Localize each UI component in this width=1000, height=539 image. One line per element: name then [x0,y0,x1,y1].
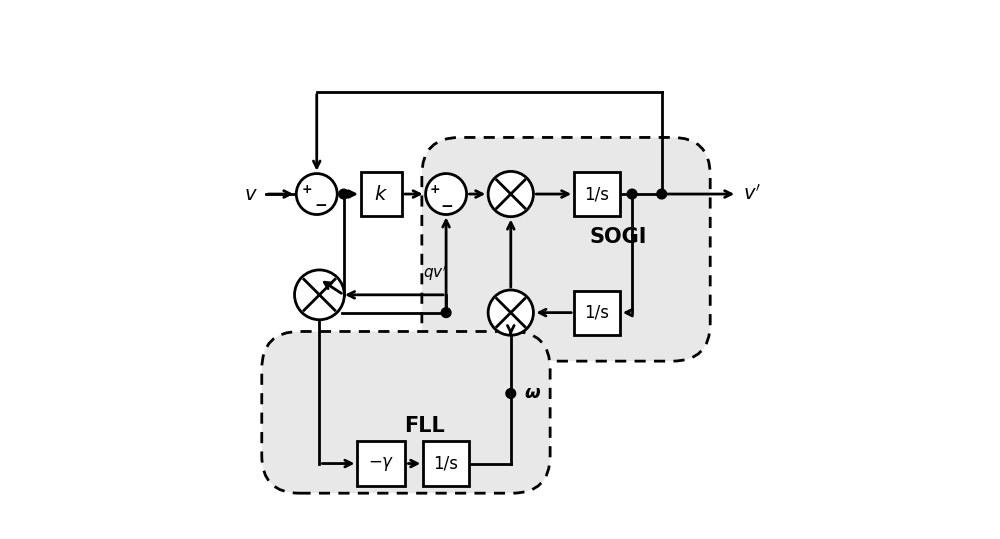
Text: $v$: $v$ [244,184,257,204]
Circle shape [627,189,637,199]
Text: −: − [314,198,327,213]
Text: $-\gamma$: $-\gamma$ [368,454,395,473]
FancyBboxPatch shape [357,441,405,486]
Text: $\boldsymbol{\omega}$: $\boldsymbol{\omega}$ [524,384,541,403]
Text: +: + [430,183,440,196]
Text: FLL: FLL [404,416,445,436]
Text: SOGI: SOGI [590,227,647,247]
Circle shape [339,189,349,199]
Circle shape [441,308,451,317]
FancyBboxPatch shape [423,441,469,486]
Text: $k$: $k$ [374,184,388,204]
Circle shape [488,290,533,335]
FancyBboxPatch shape [574,291,620,335]
Text: 1/s: 1/s [585,303,610,322]
FancyBboxPatch shape [262,331,550,493]
FancyBboxPatch shape [422,137,710,361]
Circle shape [295,270,344,320]
Text: 1/s: 1/s [434,454,459,473]
Circle shape [426,174,467,215]
Circle shape [488,171,533,217]
FancyBboxPatch shape [361,172,402,216]
Text: $v'$: $v'$ [743,184,761,204]
FancyBboxPatch shape [574,172,620,216]
Text: 1/s: 1/s [585,185,610,203]
Circle shape [506,389,516,398]
Circle shape [296,174,337,215]
Text: $qv'$: $qv'$ [423,264,447,283]
Circle shape [657,189,667,199]
Text: −: − [441,199,453,214]
Text: +: + [301,183,312,196]
